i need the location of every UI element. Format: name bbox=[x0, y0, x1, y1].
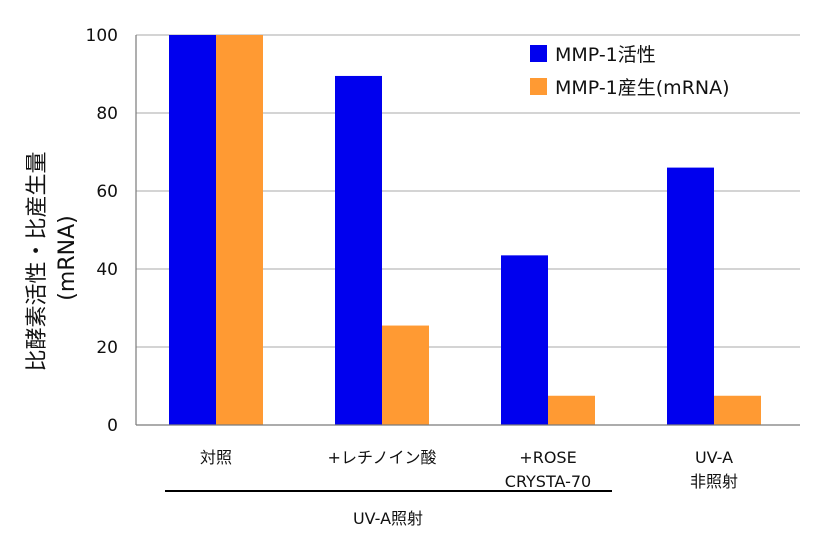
uv-a-group-label: UV-A照射 bbox=[353, 509, 423, 528]
bar-mmp1-mrna bbox=[548, 395, 595, 425]
category-labels: 対照 +レチノイン酸 +ROSE CRYSTA-70 UV-A 非照射 bbox=[200, 448, 738, 491]
category-label: 非照射 bbox=[690, 472, 738, 491]
category-label: 対照 bbox=[200, 448, 232, 467]
y-tick-label: 60 bbox=[96, 182, 118, 202]
y-tick-label: 40 bbox=[96, 260, 118, 280]
legend-label: MMP-1産生(mRNA) bbox=[555, 77, 730, 99]
legend-swatch bbox=[530, 45, 547, 62]
bar-mmp1-mrna bbox=[382, 325, 429, 425]
category-label: +レチノイン酸 bbox=[328, 448, 437, 467]
legend: MMP-1活性 MMP-1産生(mRNA) bbox=[530, 44, 730, 99]
legend-label: MMP-1活性 bbox=[555, 44, 656, 66]
bar-mmp1-activity bbox=[335, 75, 382, 425]
y-axis-label: 比酵素活性・比産生量 (mRNA) bbox=[25, 144, 80, 371]
y-tick-labels: 0 20 40 60 80 100 bbox=[86, 26, 118, 436]
bar-mmp1-activity bbox=[501, 255, 548, 425]
y-tick-label: 0 bbox=[107, 416, 118, 436]
legend-swatch bbox=[530, 78, 547, 95]
bar-mmp1-activity bbox=[667, 167, 714, 425]
bars bbox=[169, 35, 761, 425]
bar-mmp1-mrna bbox=[216, 35, 263, 425]
y-tick-label: 80 bbox=[96, 104, 118, 124]
category-label: +ROSE bbox=[519, 448, 576, 467]
y-tick-label: 20 bbox=[96, 338, 118, 358]
y-axis-label-line-1: 比酵素活性・比産生量 bbox=[25, 151, 50, 371]
bar-mmp1-mrna bbox=[714, 395, 761, 425]
category-label: UV-A bbox=[695, 448, 733, 467]
y-axis-label-line-2: (mRNA) bbox=[55, 215, 80, 300]
y-tick-label: 100 bbox=[86, 26, 118, 46]
bar-mmp1-activity bbox=[169, 35, 216, 425]
category-label: CRYSTA-70 bbox=[505, 472, 591, 491]
